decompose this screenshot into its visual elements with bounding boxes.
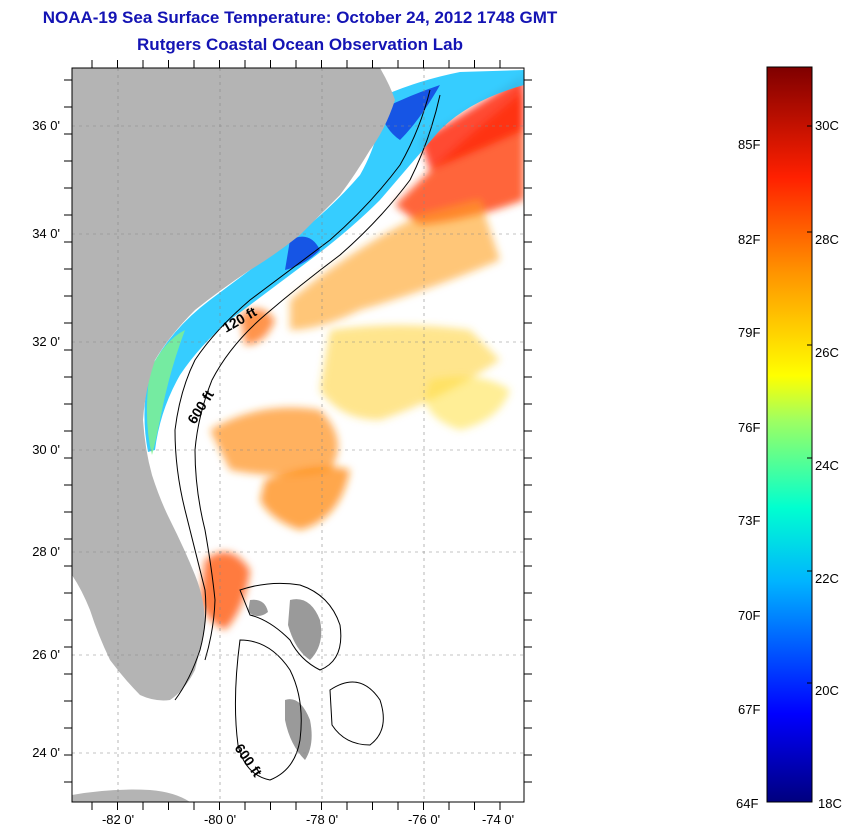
colorbar-label-fahrenheit: 73F — [738, 513, 761, 528]
colorbar-label-celsius: 20C — [815, 683, 839, 698]
colorbar-label-fahrenheit: 76F — [738, 420, 761, 435]
lat-label: 24 0' — [32, 745, 60, 760]
lat-label: 32 0' — [32, 334, 60, 349]
land-bahamas — [248, 599, 322, 760]
colorbar-label-celsius: 18C — [818, 796, 842, 811]
sst-coastal-green — [146, 330, 185, 455]
colorbar-label-fahrenheit: 70F — [738, 608, 761, 623]
colorbar-ticks — [807, 125, 812, 684]
colorbar-label-celsius: 24C — [815, 458, 839, 473]
map-title: NOAA-19 Sea Surface Temperature: October… — [42, 8, 558, 27]
lat-label: 28 0' — [32, 544, 60, 559]
colorbar-label-celsius: 28C — [815, 232, 839, 247]
land-cuba — [72, 789, 190, 802]
graticule — [72, 68, 524, 802]
lon-label: -74 0' — [481, 812, 515, 827]
contour-120ft — [174, 89, 431, 701]
contour-bahamas-bank — [234, 582, 384, 781]
colorbar — [766, 66, 813, 803]
sst-coastal-cold — [285, 85, 440, 270]
lat-label: 36 0' — [32, 118, 60, 133]
lon-label: -76 0' — [407, 812, 441, 827]
map-frame — [71, 67, 525, 803]
land-us-mainland — [72, 68, 395, 701]
axis-ticks — [64, 60, 532, 810]
colorbar-label-fahrenheit: 64F — [736, 796, 759, 811]
colorbar-label-celsius: 22C — [815, 571, 839, 586]
lat-label: 26 0' — [32, 647, 60, 662]
map-subtitle: Rutgers Coastal Ocean Observation Lab — [137, 35, 463, 54]
colorbar-label-fahrenheit: 79F — [738, 325, 761, 340]
sst-warm-patches — [200, 75, 524, 630]
lat-label: 34 0' — [32, 226, 60, 241]
lat-label: 30 0' — [32, 442, 60, 457]
lon-label: -80 0' — [203, 812, 237, 827]
colorbar-label-celsius: 26C — [815, 345, 839, 360]
colorbar-label-fahrenheit: 67F — [738, 702, 761, 717]
lon-label: -82 0' — [101, 812, 135, 827]
colorbar-label-celsius: 30C — [815, 118, 839, 133]
colorbar-label-fahrenheit: 82F — [738, 232, 761, 247]
colorbar-label-fahrenheit: 85F — [738, 137, 761, 152]
contour-600ft — [194, 94, 441, 661]
lon-label: -78 0' — [305, 812, 339, 827]
